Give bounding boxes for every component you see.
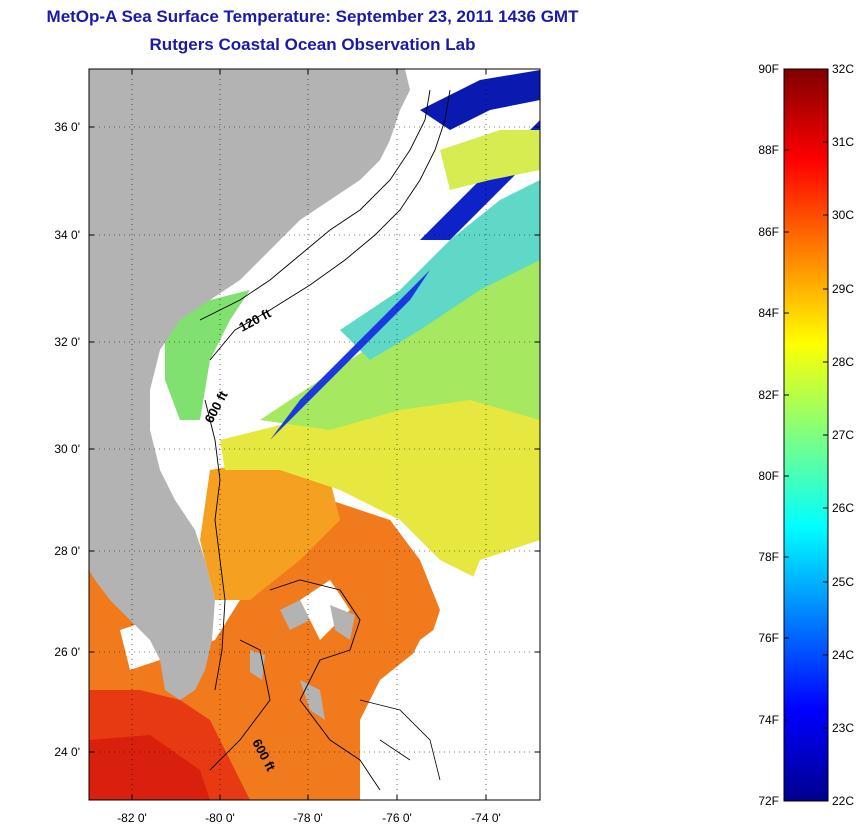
colorbar-f-label: 80F	[758, 469, 779, 483]
colorbar-f-label: 74F	[758, 713, 779, 727]
sst-hot-region-2	[89, 735, 210, 800]
colorbar-f-label: 88F	[758, 143, 779, 157]
lat-tick-label: 32 0'	[54, 335, 80, 349]
map-subtitle: Rutgers Coastal Ocean Observation Lab	[149, 35, 476, 54]
bahamas-land-2	[330, 605, 355, 640]
land-mass	[89, 69, 410, 700]
colorbar-c-label: 26C	[832, 501, 854, 515]
lat-tick-label: 30 0'	[54, 442, 80, 456]
colorbar-c-label: 25C	[832, 575, 854, 589]
sst-yellow-north	[440, 130, 540, 190]
contour-600ft-florida	[204, 399, 226, 691]
sst-coastal-strip	[165, 290, 250, 420]
contour-bahamas	[209, 579, 381, 791]
colorbar-c-label: 28C	[832, 355, 854, 369]
colorbar-f-label: 78F	[758, 550, 779, 564]
contour-120ft	[199, 89, 431, 321]
lat-tick-label: 28 0'	[54, 544, 80, 558]
colorbar-c-label: 32C	[832, 62, 854, 76]
colorbar-ticks	[784, 141, 828, 729]
cloud-patch-3	[300, 580, 350, 640]
plot-frame	[88, 68, 541, 801]
colorbar-c-label: 27C	[832, 428, 854, 442]
lon-tick-label: -76 0'	[382, 811, 412, 825]
sst-blue-region	[270, 270, 430, 440]
axis-ticks	[89, 69, 540, 800]
contour-bahamas-2	[359, 699, 441, 781]
colorbar-f-label: 86F	[758, 225, 779, 239]
graticule	[89, 69, 540, 800]
sst-orange-mid	[200, 460, 340, 600]
colorbar-c-label: 31C	[832, 135, 854, 149]
colorbar-f-label: 84F	[758, 306, 779, 320]
lon-tick-label: -80 0'	[205, 811, 235, 825]
lat-tick-label: 24 0'	[54, 745, 80, 759]
colorbar	[783, 68, 829, 802]
colorbar-c-label: 24C	[832, 648, 854, 662]
sst-yellow-region	[220, 380, 540, 580]
colorbar-c-label: 22C	[832, 794, 854, 808]
colorbar-f-label: 72F	[758, 794, 779, 808]
lat-tick-label: 34 0'	[54, 228, 80, 242]
map-title: MetOp-A Sea Surface Temperature: Septemb…	[46, 7, 579, 26]
colorbar-f-label: 90F	[758, 62, 779, 76]
lon-tick-label: -74 0'	[471, 811, 501, 825]
sst-blue-north	[420, 70, 540, 130]
cloud-patch	[400, 540, 540, 800]
bahamas-land-3	[300, 680, 325, 720]
lon-tick-label: -78 0'	[293, 811, 323, 825]
colorbar-f-label: 82F	[758, 388, 779, 402]
lon-tick-label: -82 0'	[117, 811, 147, 825]
colorbar-c-label: 23C	[832, 721, 854, 735]
colorbar-c-label: 30C	[832, 208, 854, 222]
lat-tick-label: 36 0'	[54, 120, 80, 134]
colorbar-c-label: 29C	[832, 282, 854, 296]
bahamas-land-1	[280, 600, 310, 630]
colorbar-f-label: 76F	[758, 631, 779, 645]
lat-tick-label: 26 0'	[54, 645, 80, 659]
